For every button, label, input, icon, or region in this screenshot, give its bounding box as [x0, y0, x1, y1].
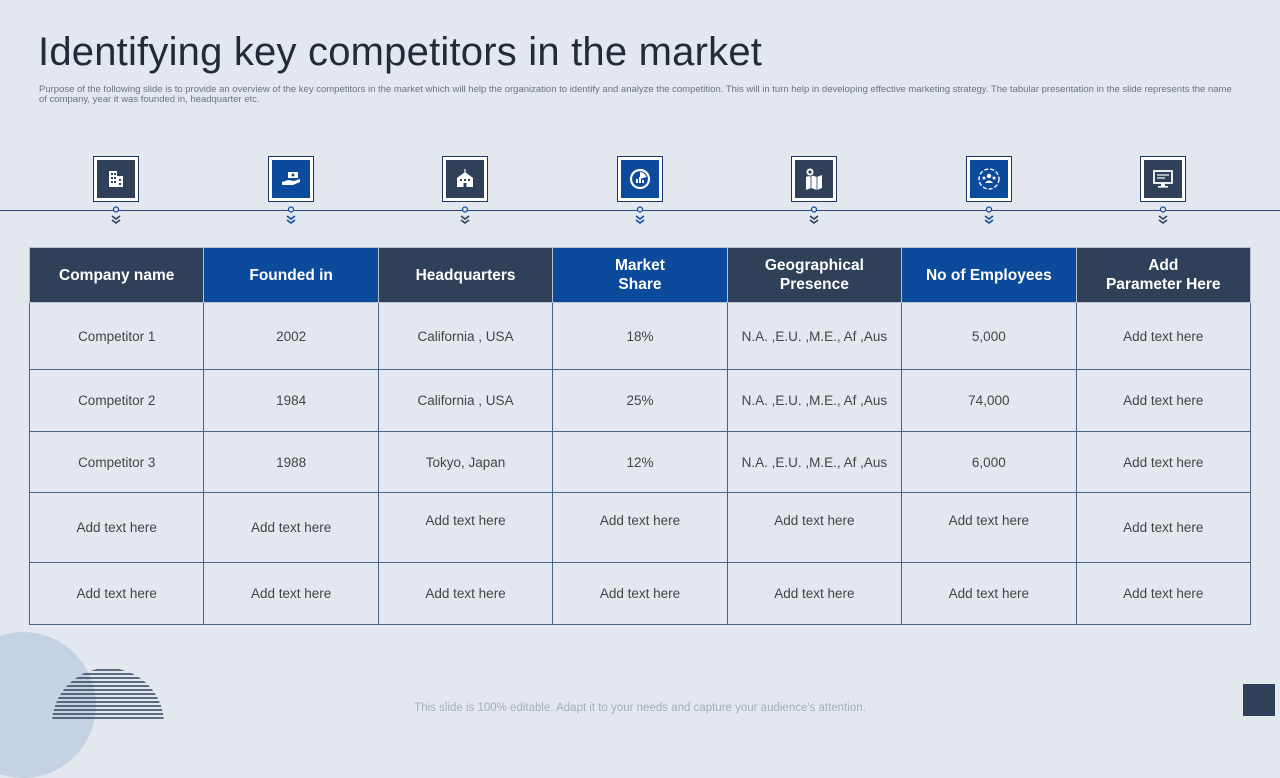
team-network-icon	[978, 168, 1000, 190]
icon-box-market-share	[617, 156, 663, 202]
table-cell: 12%	[552, 431, 728, 493]
table-row: Add text here Add text here Add text her…	[28, 492, 1252, 563]
chevron-down-icon	[635, 206, 645, 224]
table-cell: N.A. ,E.U. ,M.E., Af ,Aus	[726, 302, 903, 370]
slide-title: Identifying key competitors in the marke…	[38, 30, 763, 74]
table-cell: Competitor 3	[28, 431, 205, 493]
table-cell: Add text here	[901, 562, 1077, 625]
chevron-down-icon	[984, 206, 994, 224]
table-row: Add text here Add text here Add text her…	[28, 562, 1252, 625]
header-no-of-employees: No of Employees	[901, 247, 1077, 303]
table-cell: Add text here	[1075, 562, 1252, 625]
table-cell: Add text here	[28, 492, 205, 563]
header-geographical-presence: Geographical Presence	[726, 247, 903, 303]
slide-description: Purpose of the following slide is to pro…	[39, 84, 1232, 105]
footer-note: This slide is 100% editable. Adapt it to…	[414, 702, 866, 714]
icon-box-geography	[791, 156, 837, 202]
table-header-row: Company name Founded in Headquarters Mar…	[28, 247, 1252, 303]
table-cell: 1984	[203, 369, 379, 432]
table-cell: 2002	[203, 302, 379, 370]
building-icon	[109, 171, 123, 187]
corner-square	[1243, 684, 1275, 716]
table-cell: Tokyo, Japan	[377, 431, 554, 493]
chevron-down-icon	[111, 206, 121, 224]
table-cell: N.A. ,E.U. ,M.E., Af ,Aus	[726, 431, 903, 493]
table-cell: Add text here	[203, 562, 379, 625]
table-cell: Add text here	[726, 492, 903, 563]
headquarters-icon	[457, 169, 473, 187]
hand-money-icon	[282, 172, 300, 185]
table-cell: Add text here	[552, 562, 728, 625]
header-company-name: Company name	[28, 247, 205, 303]
header-founded-in: Founded in	[203, 247, 379, 303]
table-cell: 6,000	[901, 431, 1077, 493]
icon-box-parameter	[1140, 156, 1186, 202]
table-cell: N.A. ,E.U. ,M.E., Af ,Aus	[726, 369, 903, 432]
table-cell: Competitor 2	[28, 369, 205, 432]
table-cell: Add text here	[28, 562, 205, 625]
table-cell: 25%	[552, 369, 728, 432]
table-cell: Competitor 1	[28, 302, 205, 370]
table-cell: Add text here	[901, 492, 1077, 563]
monitor-icon	[1153, 170, 1173, 188]
pie-chart-icon	[629, 168, 651, 190]
table-cell: Add text here	[1075, 431, 1252, 493]
icon-box-founded	[268, 156, 314, 202]
chevron-down-icon	[286, 206, 296, 224]
table-cell: 5,000	[901, 302, 1077, 370]
icon-box-employees	[966, 156, 1012, 202]
table-cell: Add text here	[1075, 302, 1252, 370]
table-cell: Add text here	[1075, 492, 1252, 563]
table-row: Competitor 3 1988 Tokyo, Japan 12% N.A. …	[28, 431, 1252, 493]
chevron-down-icon	[809, 206, 819, 224]
header-headquarters: Headquarters	[377, 247, 554, 303]
header-add-parameter: Add Parameter Here	[1075, 247, 1252, 303]
icon-box-headquarters	[442, 156, 488, 202]
table-cell: California , USA	[377, 302, 554, 370]
competitors-table: Company name Founded in Headquarters Mar…	[28, 247, 1252, 625]
table-cell: 18%	[552, 302, 728, 370]
header-market-share: Market Share	[552, 247, 728, 303]
table-cell: Add text here	[377, 492, 554, 563]
decorative-stripes	[52, 669, 164, 719]
location-map-icon	[805, 167, 822, 190]
table-cell: Add text here	[552, 492, 728, 563]
icon-box-company	[93, 156, 139, 202]
table-cell: Add text here	[726, 562, 903, 625]
chevron-down-icon	[1158, 206, 1168, 224]
table-cell: California , USA	[377, 369, 554, 432]
table-row: Competitor 2 1984 California , USA 25% N…	[28, 369, 1252, 432]
table-cell: Add text here	[377, 562, 554, 625]
table-cell: Add text here	[1075, 369, 1252, 432]
table-cell: 1988	[203, 431, 379, 493]
table-row: Competitor 1 2002 California , USA 18% N…	[28, 302, 1252, 370]
table-cell: Add text here	[203, 492, 379, 563]
table-cell: 74,000	[901, 369, 1077, 432]
chevron-down-icon	[460, 206, 470, 224]
